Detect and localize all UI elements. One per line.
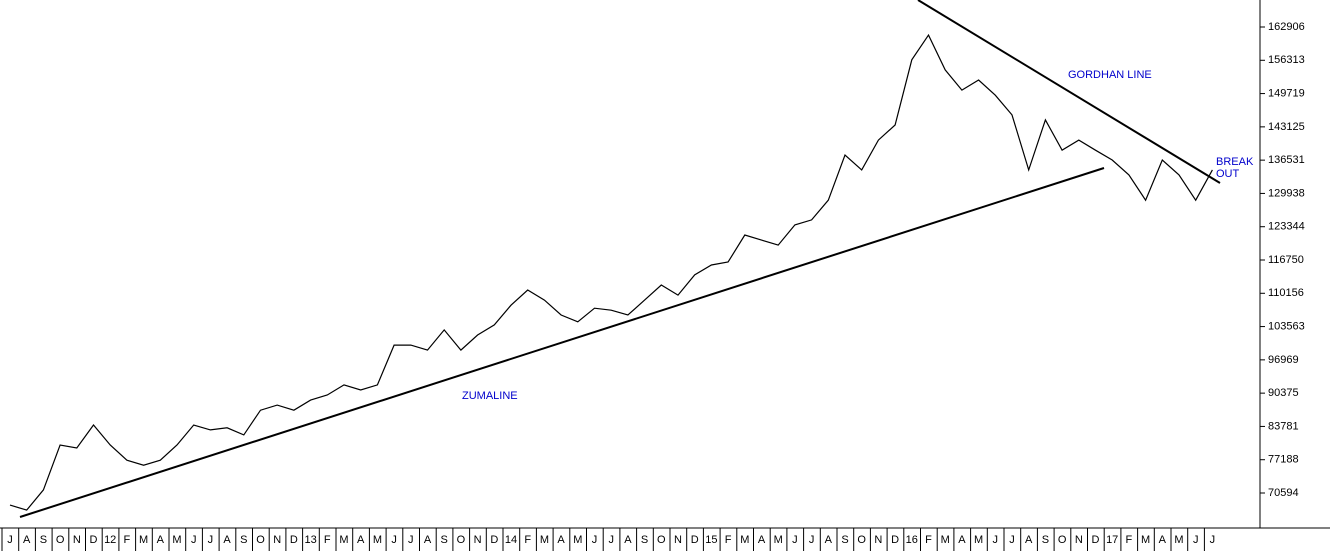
y-tick-label: 156313 — [1268, 54, 1305, 66]
x-tick-label: J — [191, 534, 197, 546]
x-tick-label: D — [490, 534, 498, 546]
x-tick-label: A — [23, 534, 31, 546]
x-tick-label: A — [624, 534, 632, 546]
x-tick-label: S — [40, 534, 47, 546]
y-tick-label: 129938 — [1268, 187, 1305, 199]
y-tick-label: 70594 — [1268, 487, 1299, 499]
x-tick-label: O — [857, 534, 866, 546]
x-tick-label: A — [557, 534, 565, 546]
x-tick-label: S — [841, 534, 848, 546]
x-tick-label: A — [758, 534, 766, 546]
x-tick-label: 16 — [906, 534, 918, 546]
x-tick-label: 15 — [705, 534, 717, 546]
x-tick-label: M — [1174, 534, 1183, 546]
annotation: OUT — [1216, 168, 1240, 180]
x-tick-label: S — [641, 534, 648, 546]
x-tick-label: M — [373, 534, 382, 546]
x-tick-label: D — [691, 534, 699, 546]
x-tick-label: M — [941, 534, 950, 546]
x-tick-label: A — [424, 534, 432, 546]
annotation: BREAK — [1216, 156, 1254, 168]
x-tick-label: M — [1141, 534, 1150, 546]
y-tick-label: 143125 — [1268, 121, 1305, 133]
y-tick-label: 83781 — [1268, 420, 1299, 432]
x-tick-label: M — [540, 534, 549, 546]
x-tick-label: A — [357, 534, 365, 546]
zuma-trendline — [19, 167, 1105, 518]
x-tick-label: J — [1193, 534, 1199, 546]
x-tick-label: F — [324, 534, 331, 546]
x-tick-label: N — [674, 534, 682, 546]
x-tick-label: N — [1075, 534, 1083, 546]
x-tick-label: J — [608, 534, 614, 546]
y-tick-label: 116750 — [1268, 254, 1304, 266]
x-tick-label: O — [457, 534, 466, 546]
x-tick-label: M — [139, 534, 148, 546]
x-tick-label: O — [657, 534, 666, 546]
x-tick-label: J — [7, 534, 13, 546]
x-tick-label: J — [391, 534, 397, 546]
x-tick-label: D — [891, 534, 899, 546]
x-tick-label: M — [172, 534, 181, 546]
x-tick-label: 12 — [104, 534, 116, 546]
x-tick-label: A — [958, 534, 966, 546]
x-tick-label: F — [124, 534, 131, 546]
x-tick-label: O — [1058, 534, 1067, 546]
y-tick-label: 96969 — [1268, 354, 1299, 366]
x-tick-label: M — [740, 534, 749, 546]
x-tick-label: A — [825, 534, 833, 546]
x-tick-label: S — [1042, 534, 1049, 546]
x-tick-label: M — [573, 534, 582, 546]
y-tick-label: 77188 — [1268, 454, 1299, 466]
x-tick-label: D — [1092, 534, 1100, 546]
x-tick-label: M — [339, 534, 348, 546]
x-tick-label: D — [90, 534, 98, 546]
x-tick-label: F — [725, 534, 732, 546]
x-tick-label: D — [290, 534, 298, 546]
x-tick-label: S — [441, 534, 448, 546]
x-tick-label: A — [1159, 534, 1167, 546]
x-tick-label: 13 — [304, 534, 316, 546]
x-tick-label: N — [73, 534, 81, 546]
x-tick-label: F — [1126, 534, 1133, 546]
y-tick-label: 90375 — [1268, 387, 1299, 399]
y-tick-label: 110156 — [1268, 287, 1304, 299]
x-tick-label: 14 — [505, 534, 517, 546]
x-tick-label: M — [974, 534, 983, 546]
x-tick-label: N — [874, 534, 882, 546]
x-tick-label: 17 — [1106, 534, 1118, 546]
x-tick-label: J — [792, 534, 798, 546]
x-tick-label: J — [408, 534, 414, 546]
x-tick-label: A — [1025, 534, 1033, 546]
gordhan-trendline — [917, 0, 1221, 184]
y-tick-label: 149719 — [1268, 87, 1305, 99]
x-tick-label: J — [1210, 534, 1216, 546]
x-tick-label: M — [774, 534, 783, 546]
x-tick-label: J — [1009, 534, 1015, 546]
x-tick-label: A — [223, 534, 231, 546]
y-tick-label: 103563 — [1268, 320, 1305, 332]
y-tick-label: 136531 — [1268, 154, 1305, 166]
y-tick-label: 162906 — [1268, 21, 1305, 33]
x-tick-label: O — [256, 534, 265, 546]
x-tick-label: F — [925, 534, 932, 546]
x-tick-label: N — [273, 534, 281, 546]
y-tick-label: 123344 — [1268, 221, 1305, 233]
x-tick-label: F — [524, 534, 531, 546]
x-tick-label: J — [993, 534, 999, 546]
x-tick-label: J — [592, 534, 598, 546]
annotation: ZUMALINE — [462, 390, 518, 402]
x-tick-label: J — [809, 534, 815, 546]
x-tick-label: A — [157, 534, 165, 546]
x-tick-label: J — [208, 534, 214, 546]
x-tick-label: O — [56, 534, 65, 546]
x-tick-label: N — [474, 534, 482, 546]
x-tick-label: S — [240, 534, 247, 546]
price-line — [9, 33, 1213, 511]
annotation: GORDHAN LINE — [1068, 69, 1152, 81]
